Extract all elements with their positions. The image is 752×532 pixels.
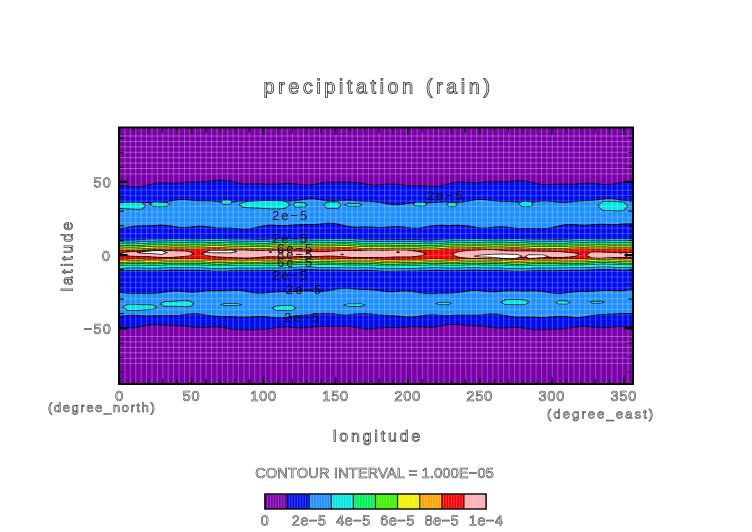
svg-text:8e−5: 8e−5 (277, 247, 314, 262)
svg-text:2e−5: 2e−5 (272, 231, 309, 246)
svg-text:(degree_north): (degree_north) (48, 400, 156, 415)
svg-text:200: 200 (394, 389, 421, 405)
svg-text:2e−5: 2e−5 (292, 513, 327, 529)
svg-text:300: 300 (539, 389, 566, 405)
svg-text:350: 350 (611, 389, 638, 405)
svg-text:6e−5: 6e−5 (277, 241, 314, 256)
svg-text:0: 0 (115, 389, 124, 405)
svg-text:8e−5: 8e−5 (425, 513, 460, 529)
svg-text:2e−5: 2e−5 (284, 310, 321, 325)
svg-text:4e−5: 4e−5 (336, 513, 371, 529)
svg-text:2e−5: 2e−5 (272, 208, 309, 223)
svg-text:100: 100 (250, 389, 277, 405)
svg-text:CONTOUR INTERVAL = 1.000E−05: CONTOUR INTERVAL = 1.000E−05 (255, 466, 494, 482)
svg-text:latitude: latitude (60, 219, 77, 291)
svg-text:150: 150 (322, 389, 349, 405)
svg-text:longitude: longitude (333, 429, 423, 446)
svg-text:2e−5: 2e−5 (427, 188, 464, 203)
svg-text:1e−4: 1e−4 (469, 513, 504, 529)
svg-text:2e−5: 2e−5 (286, 282, 323, 297)
svg-text:(degree_east): (degree_east) (547, 407, 655, 422)
svg-text:0: 0 (261, 513, 270, 529)
svg-text:6e−5: 6e−5 (277, 255, 314, 270)
svg-text:precipitation (rain): precipitation (rain) (263, 77, 493, 99)
svg-text:−50: −50 (84, 322, 112, 338)
svg-text:6e−5: 6e−5 (380, 513, 415, 529)
svg-text:0: 0 (102, 249, 111, 265)
svg-text:2e−5: 2e−5 (272, 268, 309, 283)
svg-text:250: 250 (466, 389, 493, 405)
svg-text:50: 50 (183, 389, 201, 405)
svg-text:50: 50 (93, 176, 112, 192)
